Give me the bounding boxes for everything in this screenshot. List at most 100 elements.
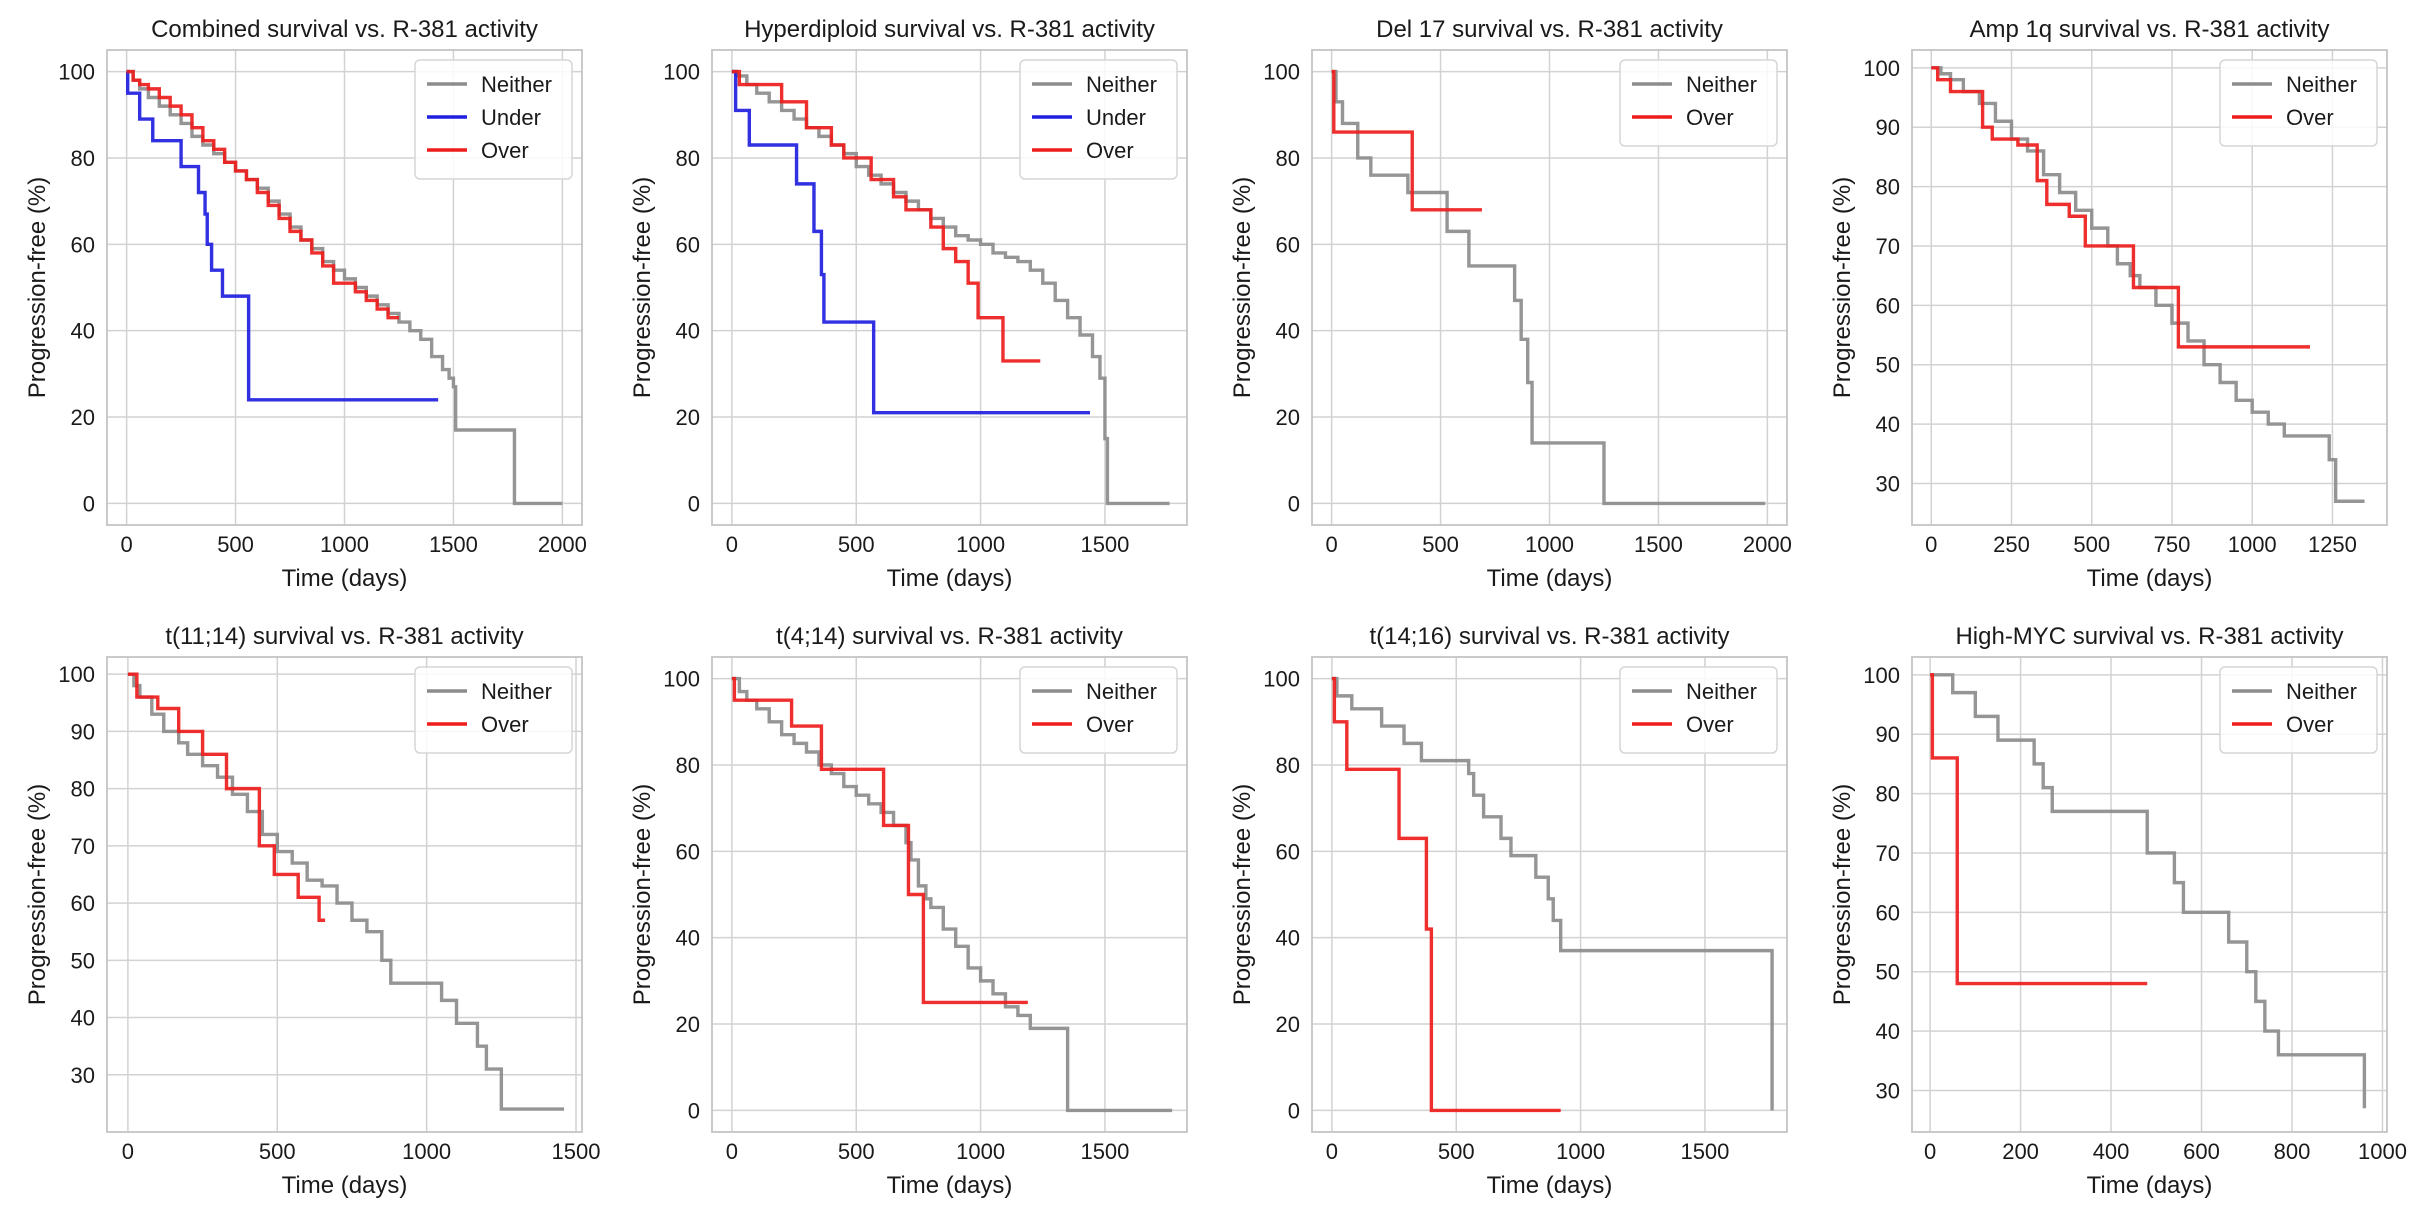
y-tick-label: 50 [71,948,95,973]
legend-label: Over [481,712,529,737]
legend-label: Over [481,138,529,163]
y-axis-label: Progression-free (%) [629,784,656,1005]
y-tick-label: 90 [1876,722,1900,747]
x-tick-label: 500 [259,1139,296,1164]
legend-box [2219,666,2378,754]
y-tick-label: 50 [1876,353,1900,378]
axes-frame [1911,656,2388,1133]
x-tick-label: 1500 [1080,1139,1129,1164]
series-line-over [1331,69,1482,212]
x-axis-label: Time (days) [887,565,1013,592]
series-line-neither [1930,673,2367,1109]
series-line-neither [1331,69,1766,506]
y-tick-label: 60 [676,232,700,257]
x-tick-label: 1500 [1634,532,1683,557]
x-tick-label: 500 [838,532,875,557]
panel-title: Combined survival vs. R-381 activity [151,16,538,43]
series-line-over [126,69,399,320]
legend-box [1019,666,1178,754]
legend-label: Neither [2286,72,2357,97]
y-tick-label: 60 [676,839,700,864]
y-tick-label: 80 [1276,146,1300,171]
x-tick-label: 0 [1326,1139,1338,1164]
y-tick-label: 100 [663,667,700,692]
y-tick-label: 70 [71,834,95,859]
y-tick-label: 20 [1276,405,1300,430]
x-tick-label: 0 [1325,532,1337,557]
x-tick-label: 0 [120,532,132,557]
y-tick-label: 100 [1263,60,1300,85]
x-tick-label: 500 [838,1139,875,1164]
panel-title: High-MYC survival vs. R-381 activity [1955,623,2343,650]
x-tick-label: 200 [2002,1139,2039,1164]
y-tick-label: 70 [1876,234,1900,259]
y-tick-label: 60 [1876,900,1900,925]
x-axis-label: Time (days) [282,1172,408,1199]
axes-frame [711,656,1188,1133]
axes-frame [1911,49,2388,526]
legend-label: Over [1686,105,1734,130]
y-tick-label: 20 [676,1012,700,1037]
x-tick-label: 1000 [956,532,1005,557]
y-tick-label: 100 [1863,663,1900,688]
panel-title: t(14;16) survival vs. R-381 activity [1369,623,1729,650]
y-tick-label: 80 [676,146,700,171]
y-tick-label: 30 [71,1063,95,1088]
x-tick-label: 1500 [429,532,478,557]
y-tick-label: 40 [71,319,95,344]
y-tick-label: 100 [663,60,700,85]
y-tick-label: 40 [1276,926,1300,951]
x-tick-label: 600 [2183,1139,2220,1164]
y-tick-label: 80 [676,753,700,778]
y-tick-label: 0 [1288,1098,1300,1123]
y-tick-label: 40 [676,926,700,951]
x-tick-label: 800 [2274,1139,2311,1164]
y-axis-label: Progression-free (%) [1229,784,1256,1005]
km-panel: 0 500 1000 1500 2000 0 20 40 60 80 100 Del 17 survi… [1229,16,1792,592]
x-tick-label: 0 [726,1139,738,1164]
x-tick-label: 0 [122,1139,134,1164]
x-axis-label: Time (days) [2087,565,2213,592]
y-axis-label: Progression-free (%) [24,784,51,1005]
y-tick-label: 100 [1863,56,1900,81]
x-tick-label: 2000 [1743,532,1792,557]
y-tick-label: 20 [1276,1012,1300,1037]
legend-box [2219,59,2378,147]
km-panel: 0 500 1000 1500 2000 0 20 40 60 80 100 Combined sur… [24,16,587,592]
x-tick-label: 2000 [538,532,587,557]
legend-label: Neither [1086,72,1157,97]
y-tick-label: 50 [1876,960,1900,985]
series-line-neither [127,672,565,1111]
x-tick-label: 0 [1924,1139,1936,1164]
axes-frame [106,656,583,1133]
x-tick-label: 1000 [1525,532,1574,557]
x-tick-label: 500 [2073,532,2110,557]
y-tick-label: 60 [1876,293,1900,318]
legend-label: Neither [481,72,552,97]
legend-label: Over [2286,105,2334,130]
x-tick-label: 400 [2093,1139,2130,1164]
x-axis-label: Time (days) [2087,1172,2213,1199]
km-panel: 0 200 400 600 800 1000 30 40 50 60 70 80 90 100 High-M… [1829,623,2407,1199]
x-tick-label: 1000 [1556,1139,1605,1164]
legend-box [1619,59,1778,147]
y-tick-label: 0 [688,1098,700,1123]
x-tick-label: 500 [1422,532,1459,557]
y-tick-label: 80 [1876,782,1900,807]
panel-title: Hyperdiploid survival vs. R-381 activity [744,16,1155,43]
legend: Neither Over [1619,59,1778,147]
x-tick-label: 500 [1438,1139,1475,1164]
y-axis-label: Progression-free (%) [629,177,656,398]
y-tick-label: 100 [58,60,95,85]
legend-label: Neither [2286,679,2357,704]
series-line-under [126,69,439,402]
x-tick-label: 750 [2154,532,2191,557]
y-tick-label: 80 [1276,753,1300,778]
legend-label: Over [1686,712,1734,737]
y-tick-label: 0 [83,491,95,516]
x-tick-label: 1500 [1680,1139,1729,1164]
series-line-over [1931,66,2310,349]
x-tick-label: 1000 [2358,1139,2407,1164]
legend-label: Neither [1686,679,1757,704]
series-line-over [731,69,1041,363]
